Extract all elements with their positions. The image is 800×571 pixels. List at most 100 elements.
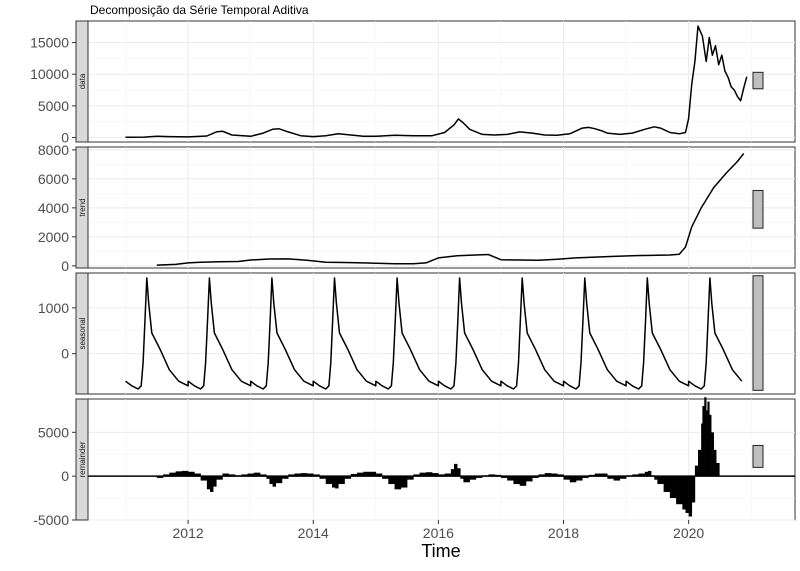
remainder-bar [388,476,395,485]
remainder-bar [711,432,714,477]
y-tick-label: 8000 [38,142,69,158]
remainder-bar [647,470,652,477]
facet-label: trend [78,198,87,216]
remainder-bar [338,476,345,485]
remainder-bar [266,476,270,479]
y-tick-label: 0 [61,346,69,362]
remainder-bar [444,473,452,477]
remainder-bar [216,476,223,480]
panel-remainder: -5000 0 5000 remainder [33,397,796,528]
remainder-bar [488,474,495,477]
remainder-bar [275,476,283,484]
remainder-bar [382,476,389,479]
x-axis: 2012 2014 2016 2018 2020 [173,520,704,541]
remainder-bar [525,476,533,482]
remainder-bar [313,474,320,477]
facet-panels: 050001000015000data02000400060008000tren… [30,20,796,528]
remainder-bar [228,474,236,477]
trend-series-line [156,153,745,266]
range-bar [752,71,764,90]
remainder-bar [438,474,445,477]
panel-data: 0 5000 10000 15000 data [30,20,796,146]
remainder-bar [194,473,201,477]
remainder-bar [306,473,314,477]
remainder-bar [413,474,420,477]
remainder-bar [582,476,589,478]
remainder-bar [638,473,646,477]
remainder-bar [181,470,189,477]
x-tick-label: 2012 [173,525,204,541]
range-bar [752,275,764,391]
remainder-bar [475,476,483,478]
remainder-bar [369,471,377,477]
remainder-bar [685,476,689,513]
remainder-bar [576,476,583,481]
remainder-bar [200,476,208,481]
remainder-bar [319,476,327,479]
remainder-bar [557,474,564,477]
facet-strip [75,146,89,269]
y-tick-label: 0 [61,468,69,484]
remainder-bar [222,473,230,477]
facet-label: data [78,73,87,89]
remainder-bar [519,476,527,486]
remainder-bar [375,473,383,477]
remainder-bar [657,476,664,485]
panel-background [87,272,796,395]
remainder-bar [702,406,705,477]
remainder-bar [450,469,455,477]
x-tick-label: 2020 [673,525,704,541]
remainder-bar [654,476,658,480]
remainder-bar [704,397,707,477]
panel-trend: 0 2000 4000 6000 8000 trend [38,142,796,274]
remainder-bar [407,476,414,480]
y-tick-label: 4000 [38,200,69,216]
remainder-bar [344,476,352,479]
facet-strip [75,398,89,521]
remainder-bar [469,476,477,480]
remainder-bar [544,473,552,477]
remainder-bar [644,471,649,477]
remainder-bar [394,476,402,490]
remainder-bar [669,476,677,499]
data-series-line [125,25,748,138]
remainder-bar [698,449,702,477]
remainder-bar [357,472,364,477]
y-tick-label: 0 [61,130,69,146]
remainder-bar [325,476,333,485]
remainder-bar [532,476,539,478]
remainder-bar [663,476,671,492]
remainder-bar [694,465,699,477]
remainder-bar [247,473,255,477]
remainder-bar [676,476,683,505]
remainder-bar [550,473,558,477]
remainder-bar [538,474,546,477]
remainder-bar [281,476,289,479]
facet-label: remainder [78,441,87,477]
y-tick-label: 5000 [38,424,69,440]
remainder-bar [463,476,470,483]
remainder-bar [288,474,295,477]
remainder-bar [335,476,339,489]
remainder-bar [607,476,614,479]
remainder-bar [175,471,183,477]
facet-label: seasonal [78,317,87,349]
remainder-bar [241,474,248,477]
remainder-bar [350,473,358,477]
remainder-bar [507,476,514,481]
remainder-bar [500,476,508,478]
y-tick-label: 0 [61,258,69,274]
remainder-bar [701,423,703,477]
range-bar [752,189,764,229]
remainder-bar [425,472,433,477]
remainder-bar [332,476,336,488]
remainder-bar [260,474,267,477]
remainder-bar [156,476,164,478]
remainder-bar [601,473,608,477]
remainder-bar [594,473,602,477]
remainder-bar [619,476,627,479]
remainder-bar [706,410,708,477]
y-tick-label: 5000 [38,98,69,114]
y-tick-label: 15000 [30,35,69,51]
